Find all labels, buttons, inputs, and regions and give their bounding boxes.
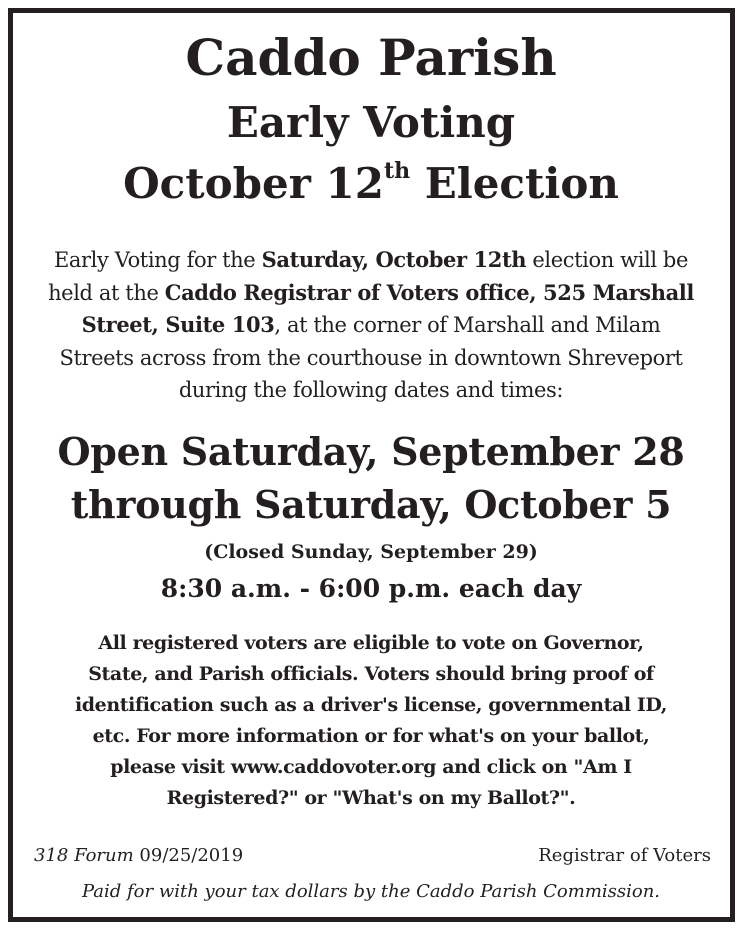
open-dates: Open Saturday, September 28 through Satu… [0, 425, 742, 531]
title-election-word: Election [410, 159, 619, 208]
intro-line: held at the Caddo Registrar of Voters of… [0, 277, 742, 310]
closed-date: (Closed Sunday, September 29) [204, 541, 538, 563]
text: election will be [526, 248, 689, 272]
open-start: Open Saturday, September 28 [57, 429, 685, 474]
title-election: October 12th Election [0, 158, 742, 208]
hours: 8:30 a.m. - 6:00 p.m. each day [160, 574, 582, 603]
intro-line: Street, Suite 103, at the corner of Mars… [0, 309, 742, 342]
publication-date: 09/25/2019 [133, 845, 244, 866]
info-paragraph: All registered voters are eligible to vo… [0, 628, 742, 814]
paid-for-notice: Paid for with your tax dollars by the Ca… [81, 881, 661, 902]
publication-credit: 318 Forum 09/25/2019 [34, 845, 243, 866]
election-date: Saturday, October 12th [261, 247, 527, 272]
ad-border [8, 8, 735, 922]
info-line: Registered?" or "What's on my Ballot?". [166, 787, 576, 809]
info-line: All registered voters are eligible to vo… [98, 632, 644, 654]
publication-name: 318 Forum [34, 845, 134, 866]
title-date: October 12 [123, 159, 384, 208]
open-end: through Saturday, October 5 [70, 482, 672, 527]
info-line: identification such as a driver's licens… [74, 694, 668, 716]
title-parish: Caddo Parish [185, 28, 557, 87]
intro-line: Early Voting for the Saturday, October 1… [0, 244, 742, 277]
title-early-voting: Early Voting [226, 98, 516, 147]
intro-line: during the following dates and times: [178, 378, 564, 402]
info-line: please visit www.caddovoter.org and clic… [110, 756, 632, 778]
info-line: etc. For more information or for what's … [92, 725, 650, 747]
intro-line: Streets across from the courthouse in do… [59, 345, 683, 370]
intro-paragraph: Early Voting for the Saturday, October 1… [0, 244, 742, 407]
sponsor: Registrar of Voters [538, 845, 711, 866]
office-address: Caddo Registrar of Voters office, 525 Ma… [164, 279, 695, 305]
text: Early Voting for the [53, 248, 262, 272]
text: held at the [48, 280, 165, 305]
info-line: State, and Parish officials. Voters shou… [88, 663, 654, 685]
title-ordinal: th [383, 158, 411, 184]
text: , at the corner of Marshall and Milam [274, 313, 661, 337]
office-suite: Street, Suite 103 [81, 312, 275, 337]
